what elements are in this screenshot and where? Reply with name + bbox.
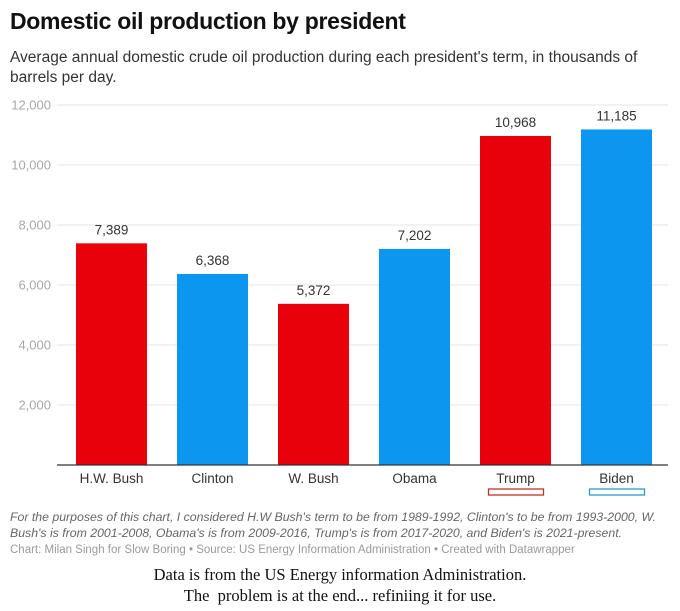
- highlight-mark-trump: [487, 488, 545, 496]
- bar-chart: 2,000 4,000 6,000 8,000 10,000 12,000 7,389 6,…: [11, 98, 668, 496]
- chart-credit: Chart: Milan Singh for Slow Boring • Sou…: [10, 544, 575, 556]
- bar-clinton: [177, 273, 248, 465]
- y-tick-label: 10,000: [11, 158, 51, 173]
- category-label-trump: Trump: [496, 471, 535, 486]
- category-label-biden: Biden: [599, 471, 634, 486]
- bar-h-w-bush: [76, 243, 147, 465]
- value-label-clinton: 6,368: [196, 253, 230, 268]
- bars: [76, 129, 652, 465]
- category-label-clinton: Clinton: [191, 471, 233, 486]
- category-labels: H.W. Bush Clinton W. Bush Obama Trump Biden: [80, 471, 634, 486]
- y-tick-label: 12,000: [11, 98, 51, 113]
- category-label-w-bush: W. Bush: [288, 471, 338, 486]
- image-caption: Data is from the US Energy information A…: [0, 564, 680, 606]
- value-label-obama: 7,202: [398, 228, 432, 243]
- value-label-trump: 10,968: [495, 115, 536, 130]
- value-labels: 7,389 6,368 5,372 7,202 10,968 11,185: [95, 108, 637, 297]
- chart-title: Domestic oil production by president: [10, 8, 406, 34]
- highlight-mark-biden: [588, 488, 646, 496]
- caption-line-1: Data is from the US Energy information A…: [153, 565, 527, 584]
- category-label-obama: Obama: [392, 471, 437, 486]
- value-label-h-w-bush: 7,389: [95, 222, 129, 237]
- bar-obama: [379, 248, 450, 465]
- category-label-h-w-bush: H.W. Bush: [80, 471, 144, 486]
- y-tick-label: 8,000: [18, 218, 51, 233]
- value-label-biden: 11,185: [596, 108, 636, 123]
- bar-biden: [581, 129, 652, 465]
- caption-line-2: The problem is at the end... refiniing i…: [183, 586, 497, 605]
- chart-footnote: For the purposes of this chart, I consid…: [10, 510, 657, 540]
- y-tick-label: 4,000: [18, 338, 51, 353]
- bar-w-bush: [278, 303, 349, 465]
- y-axis-ticks: 2,000 4,000 6,000 8,000 10,000 12,000: [11, 98, 51, 413]
- chart-subtitle: Average annual domestic crude oil produc…: [10, 49, 638, 86]
- bar-trump: [480, 135, 551, 465]
- gridlines: [57, 104, 668, 406]
- highlight-marks: [487, 488, 646, 496]
- y-tick-label: 6,000: [18, 278, 51, 293]
- y-tick-label: 2,000: [18, 398, 51, 413]
- value-label-w-bush: 5,372: [297, 283, 331, 298]
